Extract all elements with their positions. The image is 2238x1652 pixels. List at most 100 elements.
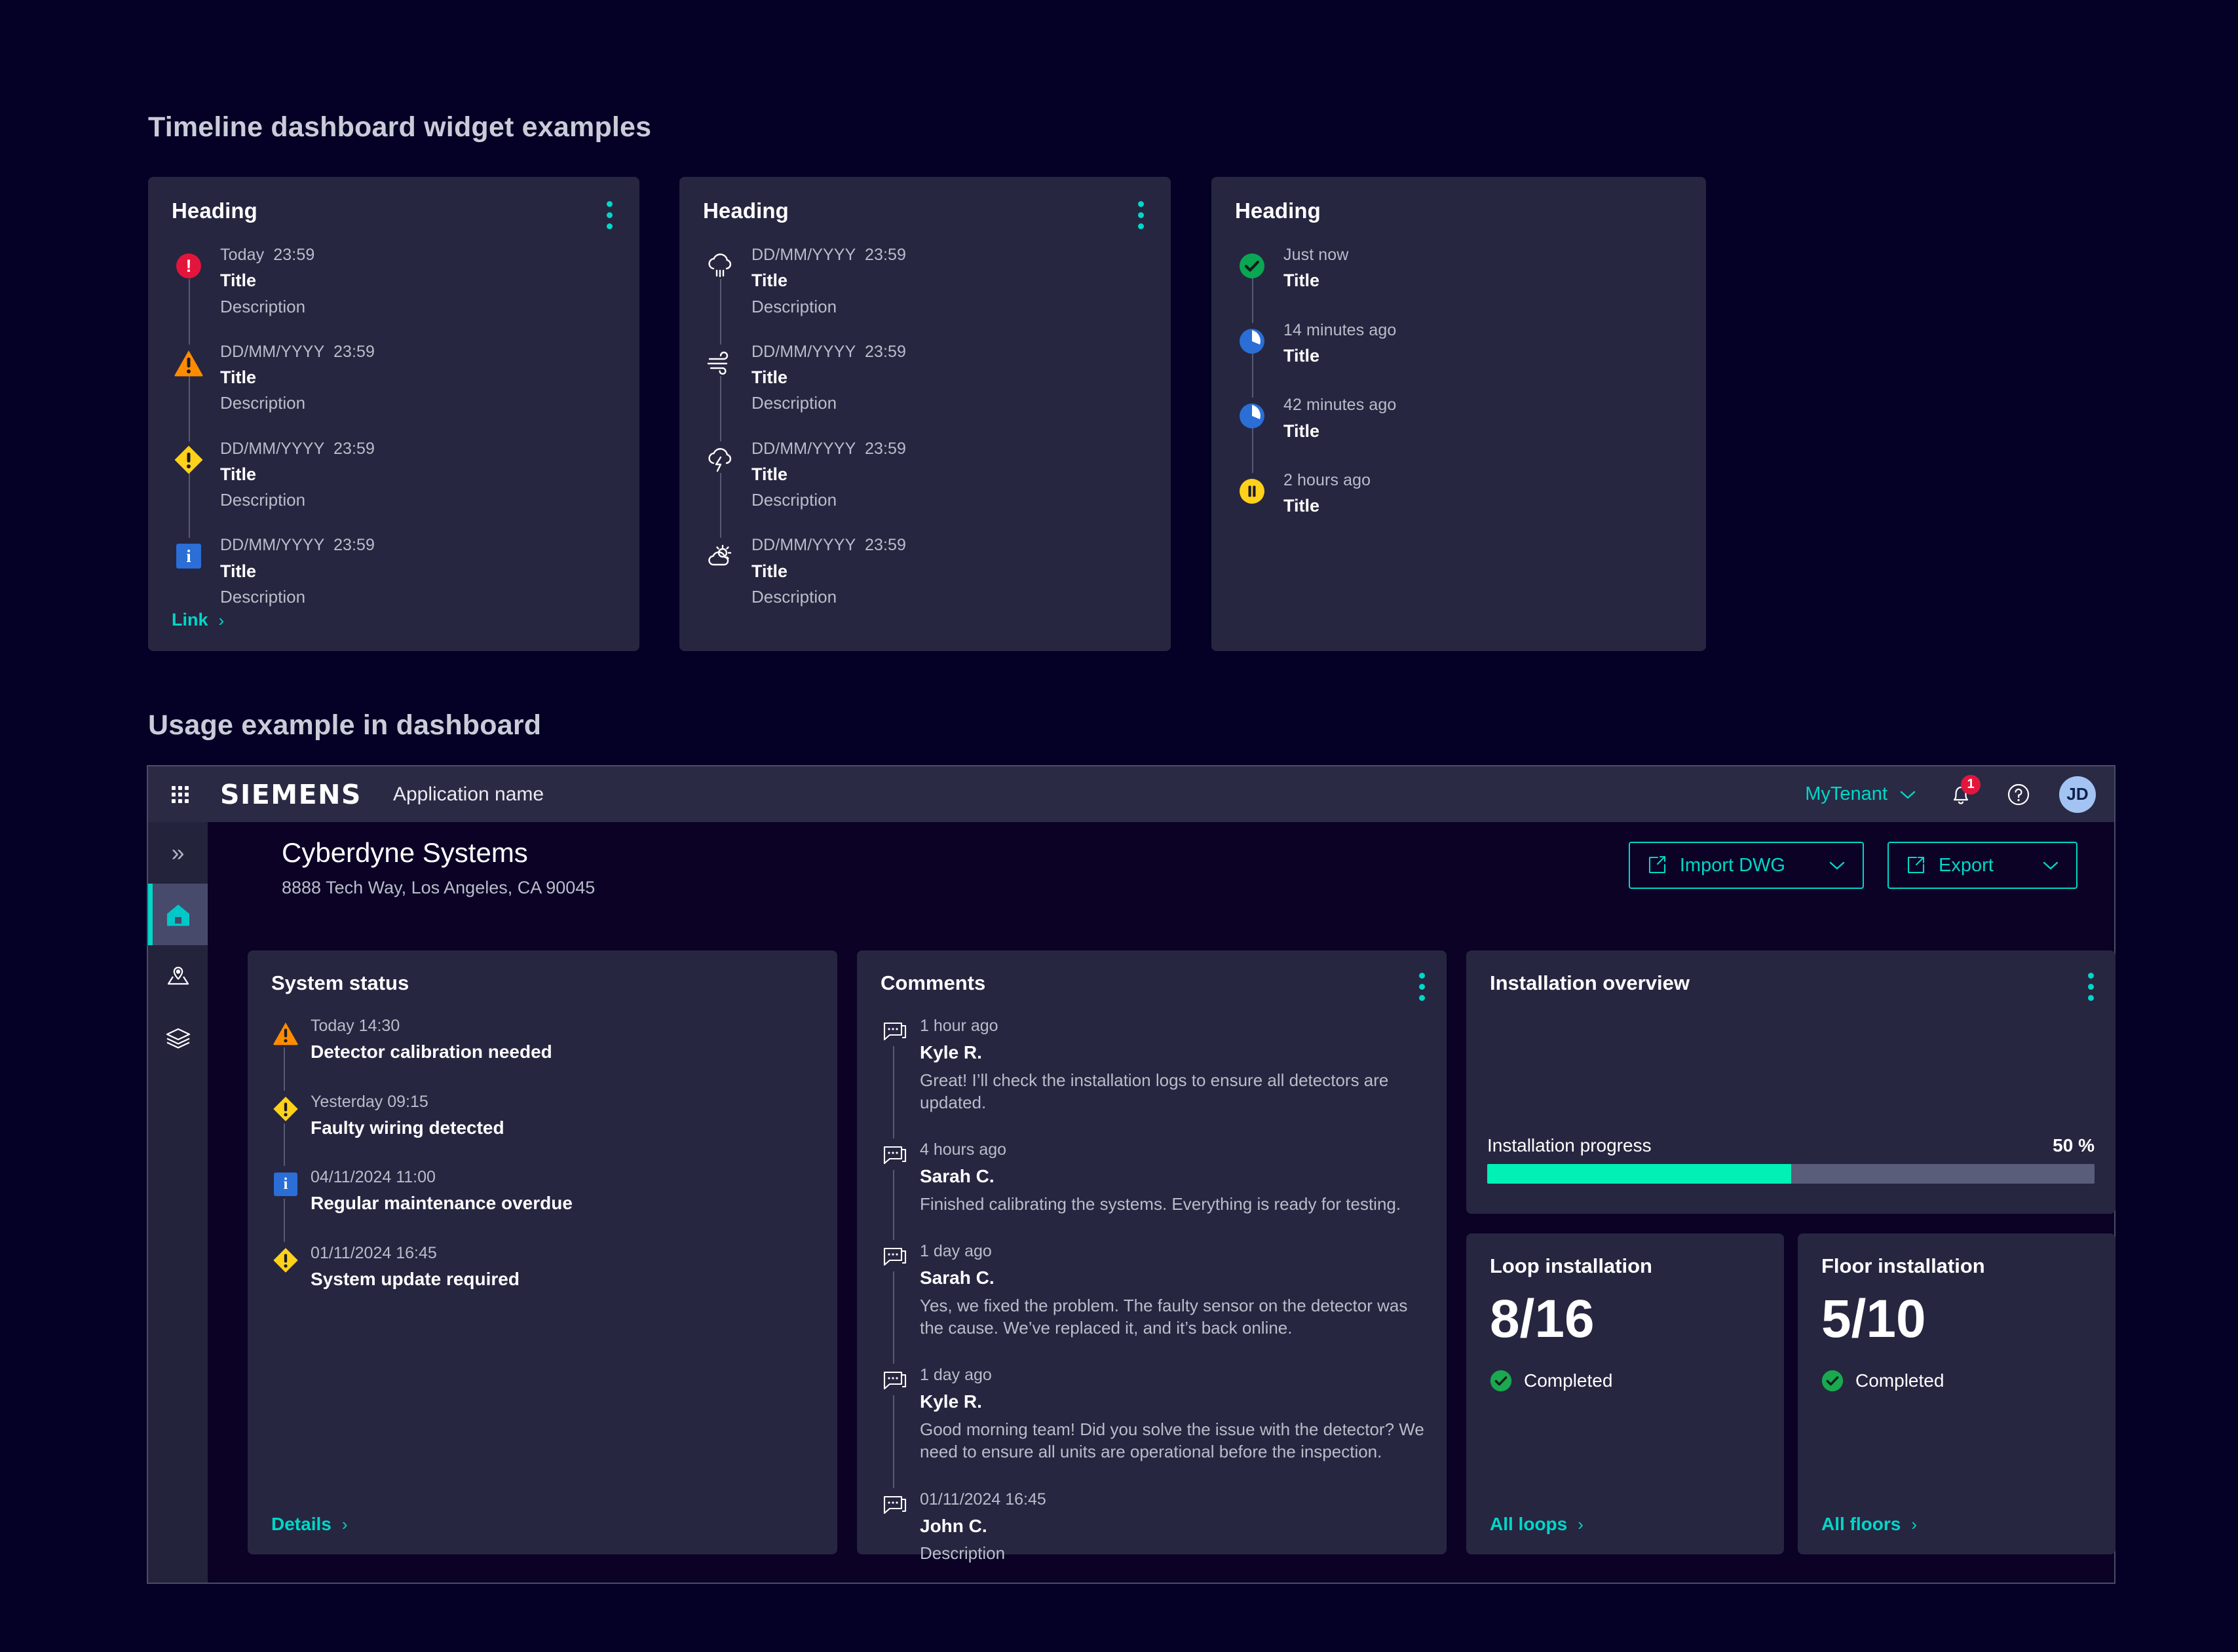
partly-cloudy-icon [703,539,737,573]
comment-item: 1 hour ago Kyle R. Great! I’ll check the… [881,1016,1431,1140]
kebab-menu-icon[interactable] [1415,970,1428,1004]
timeline-list: Just now Title 14 minutes ago Title 42 m… [1235,245,1690,521]
comment-author: Sarah C. [920,1166,995,1187]
card-title: Installation overview [1490,971,1690,994]
all-loops-label: All loops [1490,1514,1568,1534]
timeline-item-description: Description [220,393,306,413]
status-item: 01/11/2024 16:45 System update required [271,1243,822,1305]
tenant-label: MyTenant [1805,783,1887,804]
avatar[interactable]: JD [2059,776,2096,813]
error-circle-icon: ! [172,249,206,283]
page-title-usage-example: Usage example in dashboard [148,709,542,741]
comment-item: 01/11/2024 16:45 John C. Description [881,1490,1431,1579]
export-button[interactable]: Export [1887,842,2077,889]
timeline-item-time: DD/MM/YYYY 23:59 [751,246,907,264]
card-header: Heading [172,198,616,232]
comment-text: Yes, we fixed the problem. The faulty se… [920,1295,1408,1338]
kebab-menu-icon[interactable] [603,198,616,232]
status-item-time: Today 14:30 [311,1017,400,1035]
card-heading: Heading [1235,198,1321,223]
comment-icon [881,1019,909,1047]
sidebar-item-layers[interactable] [148,1007,208,1068]
status-item-title: Detector calibration needed [311,1042,552,1062]
application-name: Application name [392,783,544,805]
status-item-time: 01/11/2024 16:45 [311,1243,437,1262]
notifications-button[interactable]: 1 [1946,774,1981,809]
progress-bar [1487,1164,2095,1184]
all-loops-link[interactable]: All loops › [1490,1514,1584,1535]
card-link-label: Link [172,610,208,629]
timeline-item-title: Title [1283,271,1320,291]
timeline-item: DD/MM/YYYY 23:59 Title Description [172,439,624,538]
info-square-icon: i [172,539,206,573]
sidebar-item-home[interactable] [148,884,208,945]
progress-row: Installation progress 50 % [1487,1135,2095,1156]
timeline-item-title: Title [1283,496,1320,516]
system-status-list: Today 14:30 Detector calibration needed … [271,1016,822,1304]
comment-text: Good morning team! Did you solve the iss… [920,1419,1424,1462]
wind-icon [703,346,737,380]
comment-time: 1 day ago [920,1366,992,1385]
timeline-item-title: Title [751,561,788,581]
chevron-right-icon: › [1911,1514,1918,1534]
sidebar-item-site-map[interactable] [148,945,208,1007]
import-dwg-icon [1648,855,1665,874]
card-heading: Heading [703,198,789,223]
status-item: i 04/11/2024 11:00 Regular maintenance o… [271,1167,822,1243]
page-header: Cyberdyne Systems 8888 Tech Way, Los Ang… [208,822,2114,914]
all-floors-label: All floors [1821,1514,1901,1534]
rain-cloud-icon [703,249,737,283]
paused-icon [1235,474,1269,508]
floor-installation-value: 5/10 [1821,1289,1926,1349]
in-progress-icon [1235,399,1269,433]
installation-overview-card: Installation overview Installation progr… [1466,950,2115,1214]
timeline-widget-card-3: Heading Just now Title 14 minutes ago Ti… [1211,177,1706,651]
timeline-item: i DD/MM/YYYY 23:59 Title Description [172,535,624,611]
card-link[interactable]: Link › [172,610,224,630]
status-label: Completed [1524,1370,1613,1391]
timeline-item-time: Just now [1283,246,1349,264]
warning-triangle-icon [172,346,206,380]
system-status-card: System status Today 14:30 Detector calib… [248,950,837,1554]
progress-bar-fill [1487,1164,1791,1184]
timeline-item-title: Title [220,561,257,581]
comment-item: 1 day ago Sarah C. Yes, we fixed the pro… [881,1241,1431,1365]
status-badge: Completed [1821,1370,1944,1392]
warning-triangle-icon [271,1019,300,1047]
kebab-menu-icon[interactable] [2084,970,2097,1004]
kebab-menu-icon[interactable] [1134,198,1147,232]
success-check-icon [1821,1370,1844,1392]
card-heading: Heading [172,198,257,223]
card-title: Loop installation [1490,1254,1652,1277]
import-dwg-button[interactable]: Import DWG [1628,842,1864,889]
page-subtitle: 8888 Tech Way, Los Angeles, CA 90045 [282,878,596,897]
status-item: Yesterday 09:15 Faulty wiring detected [271,1092,822,1168]
status-item-title: Regular maintenance overdue [311,1193,573,1214]
comment-time: 01/11/2024 16:45 [920,1490,1046,1509]
details-link[interactable]: Details › [271,1514,348,1535]
timeline-item: 42 minutes ago Title [1235,395,1690,473]
tenant-selector[interactable]: MyTenant [1805,783,1916,805]
all-floors-link[interactable]: All floors › [1821,1514,1917,1535]
timeline-item-title: Title [1283,345,1320,366]
app-grid-icon[interactable] [172,785,189,803]
timeline-item: DD/MM/YYYY 23:59 Title Description [703,535,1155,611]
timeline-item-description: Description [220,490,306,510]
details-link-label: Details [271,1514,332,1534]
timeline-item-title: Title [1283,421,1320,441]
success-check-icon [1490,1370,1512,1392]
success-check-icon [1235,249,1269,283]
timeline-item-time: DD/MM/YYYY 23:59 [751,439,907,458]
status-item-title: System update required [311,1268,520,1289]
help-circle-icon[interactable] [2004,780,2033,809]
sidebar-item-expand[interactable]: » [148,822,208,884]
timeline-item: DD/MM/YYYY 23:59 Title Description [172,342,624,441]
home-icon [166,905,189,926]
chevron-right-icon: › [1578,1514,1584,1534]
comment-time: 4 hours ago [920,1140,1007,1159]
timeline-item-description: Description [751,393,837,413]
timeline-item: 2 hours ago Title [1235,470,1690,521]
timeline-item: DD/MM/YYYY 23:59 Title Description [703,439,1155,538]
app-header-bar: SIEMENS Application name MyTenant 1 [148,766,2114,822]
comment-icon [881,1368,909,1397]
